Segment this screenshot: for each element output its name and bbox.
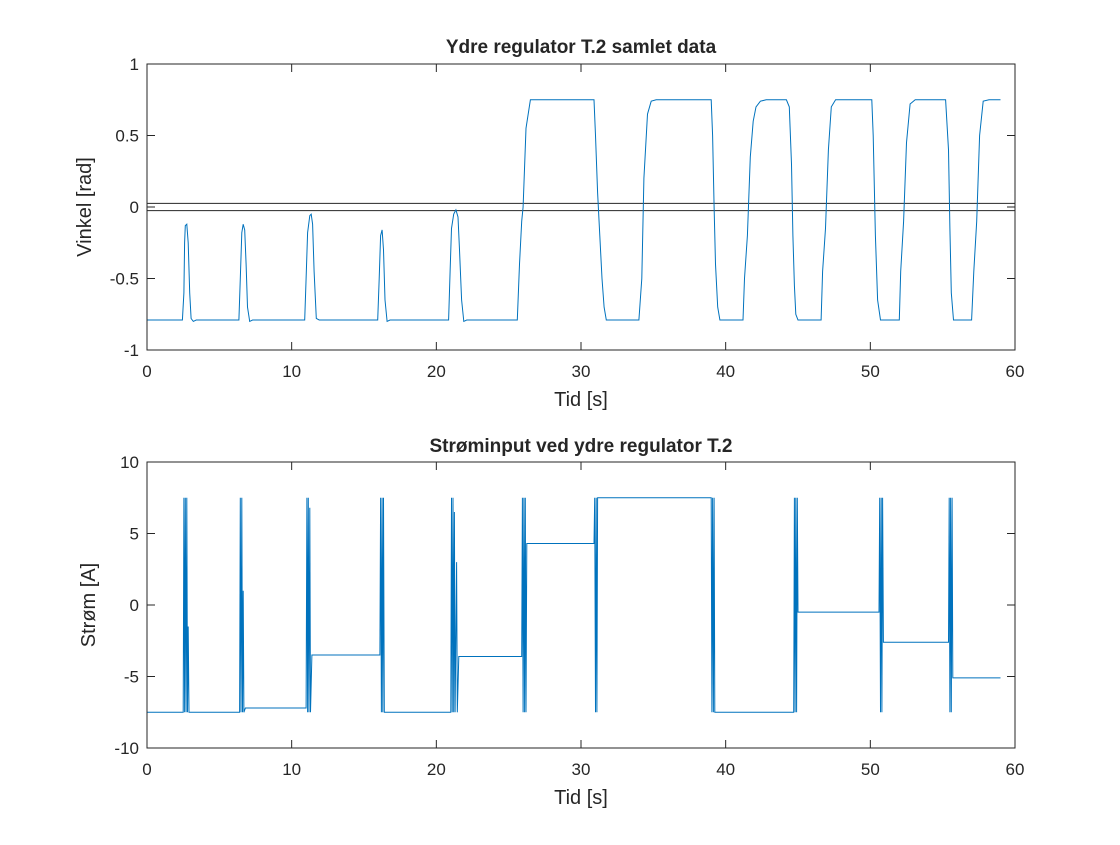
current-y-tick-label: 10 xyxy=(120,453,139,472)
angle-series-line xyxy=(147,99,1001,323)
angle-y-tick-label: 0.5 xyxy=(115,127,139,146)
angle-x-tick-label: 50 xyxy=(861,362,880,381)
angle-subplot: Ydre regulator T.2 samlet data 0 10 20 30 40… xyxy=(74,37,1024,411)
angle-chart-title: Ydre regulator T.2 samlet data xyxy=(446,37,717,58)
angle-x-axis-label: Tid [s] xyxy=(554,389,608,411)
current-x-tick-label: 50 xyxy=(861,760,880,779)
angle-y-tick-label: -0.5 xyxy=(110,270,139,289)
current-subplot: Strøminput ved ydre regulator T.2 0 10 20 3… xyxy=(78,436,1024,809)
current-x-axis-label: Tid [s] xyxy=(554,787,608,809)
current-x-tick-label: 10 xyxy=(282,760,301,779)
angle-reference-lines xyxy=(147,202,1015,212)
angle-plot-area xyxy=(147,64,1015,350)
angle-y-tick-label: 0 xyxy=(130,198,139,217)
current-x-tick-label: 30 xyxy=(572,760,591,779)
angle-y-tick-label: -1 xyxy=(124,341,139,360)
current-y-ticks: -10 -5 0 5 10 xyxy=(114,453,1015,758)
angle-x-tick-label: 40 xyxy=(716,362,735,381)
current-chart-title: Strøminput ved ydre regulator T.2 xyxy=(430,436,733,457)
current-plot-area xyxy=(147,462,1015,748)
current-x-tick-label: 0 xyxy=(142,760,151,779)
angle-x-tick-label: 0 xyxy=(142,362,151,381)
current-y-tick-label: -10 xyxy=(114,739,139,758)
current-y-tick-label: 0 xyxy=(130,596,139,615)
angle-x-tick-label: 10 xyxy=(282,362,301,381)
current-x-tick-label: 60 xyxy=(1006,760,1025,779)
angle-x-tick-label: 20 xyxy=(427,362,446,381)
angle-x-tick-label: 30 xyxy=(572,362,591,381)
angle-x-ticks: 0 10 20 30 40 50 60 xyxy=(142,64,1024,381)
angle-y-axis-label: Vinkel [rad] xyxy=(74,157,96,257)
current-x-tick-label: 40 xyxy=(716,760,735,779)
angle-y-ticks: -1 -0.5 0 0.5 1 xyxy=(110,55,1015,360)
current-y-tick-label: 5 xyxy=(130,525,139,544)
current-series-line xyxy=(147,497,1001,713)
current-y-tick-label: -5 xyxy=(124,668,139,687)
current-x-tick-label: 20 xyxy=(427,760,446,779)
angle-x-tick-label: 60 xyxy=(1006,362,1025,381)
angle-y-tick-label: 1 xyxy=(130,55,139,74)
current-y-axis-label: Strøm [A] xyxy=(78,563,100,647)
current-x-ticks: 0 10 20 30 40 50 60 xyxy=(142,462,1024,779)
